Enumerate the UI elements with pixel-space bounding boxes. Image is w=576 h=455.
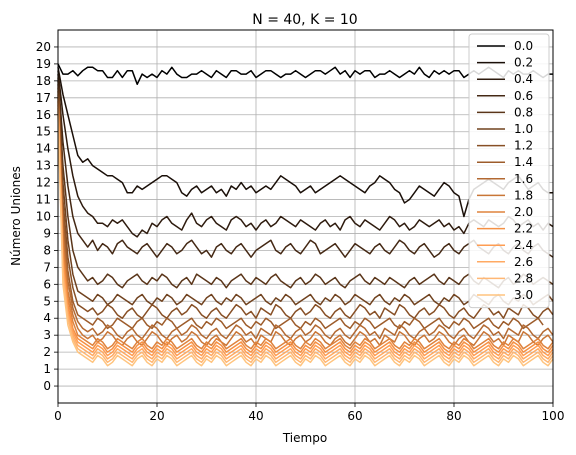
- y-tick-label: 18: [36, 74, 51, 88]
- series-line-2.6: [57, 107, 554, 360]
- legend-label: 0.8: [514, 105, 533, 119]
- y-tick-label: 0: [43, 379, 51, 393]
- legend-label: 1.2: [514, 139, 533, 153]
- legend-box: [468, 33, 550, 309]
- series-line-2.8: [57, 111, 554, 364]
- y-tick-label: 10: [36, 210, 51, 224]
- y-tick-label: 7: [43, 260, 51, 274]
- legend-label: 1.4: [514, 155, 533, 169]
- legend-label: 0.6: [514, 89, 533, 103]
- legend: 0.0 0.2 0.4 0.6 0.8 1.0 1.2 1.4 1.6 1.8 2.0 2.2 2.4 2…: [468, 33, 550, 309]
- y-tick-label: 14: [36, 142, 51, 156]
- y-tick-label: 2: [43, 345, 51, 359]
- legend-label: 2.0: [514, 205, 533, 219]
- y-tick-label: 11: [36, 193, 51, 207]
- x-tick-label: 60: [347, 409, 362, 423]
- y-tick-label: 8: [43, 243, 51, 257]
- series-line-2.0: [57, 97, 554, 350]
- legend-label: 2.4: [514, 238, 533, 252]
- legend-label: 2.8: [514, 271, 533, 285]
- x-tick-label: 20: [149, 409, 164, 423]
- y-tick-label: 4: [43, 311, 51, 325]
- legend-label: 1.8: [514, 188, 533, 202]
- x-tick-label: 0: [54, 409, 62, 423]
- y-tick-label: 17: [36, 91, 51, 105]
- y-tick-label: 13: [36, 159, 51, 173]
- y-tick-label: 20: [36, 40, 51, 54]
- x-tick-label: 100: [542, 409, 565, 423]
- legend-label: 0.2: [514, 56, 533, 70]
- y-tick-label: 9: [43, 226, 51, 240]
- legend-label: 0.0: [514, 39, 533, 53]
- x-tick-label: 80: [446, 409, 461, 423]
- y-tick-label: 3: [43, 328, 51, 342]
- series-line-2.2: [57, 101, 554, 353]
- y-tick-label: 12: [36, 176, 51, 190]
- x-axis-label: Tiempo: [282, 431, 327, 445]
- legend-label: 2.6: [514, 255, 533, 269]
- y-tick-label: 19: [36, 57, 51, 71]
- y-tick-label: 6: [43, 277, 51, 291]
- series-line-3.0: [57, 114, 554, 367]
- y-tick-label: 1: [43, 362, 51, 376]
- legend-label: 1.6: [514, 172, 533, 186]
- chart-title: N = 40, K = 10: [252, 12, 357, 28]
- y-tick-label: 16: [36, 108, 51, 122]
- series-line-2.4: [57, 104, 554, 357]
- series-line-1.6: [57, 91, 554, 340]
- y-axis-label: Número Uniones: [9, 166, 23, 266]
- series-layer: [57, 63, 554, 367]
- legend-label: 3.0: [514, 288, 533, 302]
- y-tick-label: 5: [43, 294, 51, 308]
- series-line-1.2: [57, 84, 554, 319]
- x-tick-label: 40: [248, 409, 263, 423]
- y-tick-label: 15: [36, 125, 51, 139]
- x-axis-ticks: 0 20 40 60 80 100: [54, 403, 564, 423]
- legend-label: 0.4: [514, 72, 533, 86]
- legend-label: 1.0: [514, 122, 533, 136]
- legend-label: 2.2: [514, 222, 533, 236]
